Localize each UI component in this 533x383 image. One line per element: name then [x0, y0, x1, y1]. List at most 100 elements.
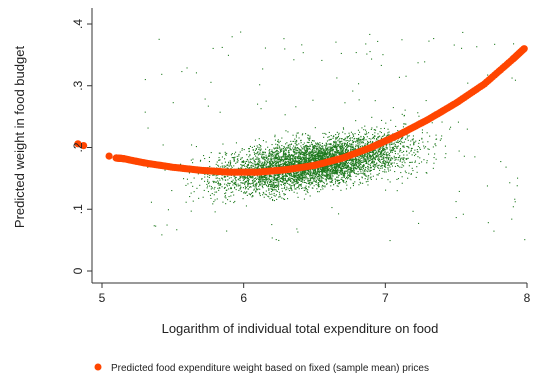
scatter-point [308, 145, 310, 147]
scatter-point [363, 164, 365, 166]
scatter-point [399, 155, 401, 157]
scatter-point [440, 138, 442, 140]
scatter-point [235, 180, 237, 182]
scatter-point [218, 159, 220, 161]
scatter-point [389, 142, 391, 144]
scatter-point [363, 156, 365, 158]
scatter-point [391, 149, 393, 151]
scatter-point [318, 158, 320, 160]
scatter-point [310, 175, 312, 177]
scatter-point [333, 155, 335, 157]
scatter-point [270, 183, 272, 185]
scatter-point [245, 177, 247, 179]
scatter-point [331, 156, 333, 158]
scatter-point [353, 138, 355, 140]
scatter-point [406, 158, 408, 160]
scatter-point [302, 172, 304, 174]
scatter-point [272, 151, 274, 153]
scatter-point [341, 147, 343, 149]
scatter-point [379, 169, 381, 171]
scatter-point [288, 172, 290, 174]
scatter-point [282, 177, 284, 179]
scatter-point [238, 155, 240, 157]
scatter-point [248, 148, 250, 150]
scatter-point [383, 148, 385, 150]
scatter-point [354, 162, 356, 164]
scatter-point [230, 162, 232, 164]
scatter-point [296, 161, 298, 163]
scatter-point [392, 158, 394, 160]
scatter-point [421, 137, 423, 139]
scatter-point [318, 155, 320, 157]
scatter-point [303, 157, 305, 159]
scatter-point [281, 158, 283, 160]
scatter-point [296, 147, 298, 149]
scatter-point [253, 179, 255, 181]
scatter-point [235, 179, 237, 181]
scatter-point [435, 158, 437, 160]
scatter-point [303, 154, 305, 156]
scatter-point [401, 164, 403, 166]
scatter-point [358, 163, 360, 165]
scatter-point [351, 165, 353, 167]
scatter-point [338, 165, 340, 167]
scatter-point [267, 178, 269, 180]
scatter-point [343, 142, 345, 144]
scatter-point [434, 143, 436, 145]
scatter-point [346, 144, 348, 146]
scatter-point [266, 178, 268, 180]
scatter-point [321, 172, 323, 174]
scatter-point [326, 156, 328, 158]
scatter-point [324, 148, 326, 150]
scatter-point [332, 169, 334, 171]
scatter-point [292, 182, 294, 184]
scatter-point [230, 188, 232, 190]
scatter-point [300, 180, 302, 182]
scatter-point [267, 186, 269, 188]
scatter-point [372, 159, 374, 161]
scatter-point [334, 152, 336, 154]
scatter-point [338, 151, 340, 153]
scatter-point [281, 157, 283, 159]
scatter-point [260, 145, 262, 147]
scatter-point [245, 192, 247, 194]
scatter-point [260, 153, 262, 155]
scatter-point [408, 135, 410, 137]
scatter-point [216, 191, 218, 193]
scatter-point [234, 183, 236, 185]
scatter-point [228, 196, 230, 198]
scatter-point [308, 138, 310, 140]
scatter-point [292, 178, 294, 180]
scatter-point [374, 153, 376, 155]
scatter-point [340, 164, 342, 166]
scatter-point [270, 156, 272, 158]
scatter-point [387, 156, 389, 158]
scatter-point [193, 191, 195, 193]
scatter-point [344, 164, 346, 166]
scatter-point [324, 178, 326, 180]
scatter-point [426, 160, 428, 162]
scatter-point [319, 181, 321, 183]
scatter-point [390, 119, 392, 121]
scatter-point [314, 158, 316, 160]
scatter-point [273, 159, 275, 161]
scatter-point [286, 142, 288, 144]
scatter-point [360, 168, 362, 170]
scatter-point [256, 153, 258, 155]
scatter-point [353, 168, 355, 170]
scatter-point [323, 167, 325, 169]
scatter-point [377, 154, 379, 156]
scatter-point [284, 185, 286, 187]
scatter-point [311, 175, 313, 177]
scatter-point [354, 137, 356, 139]
scatter-point [339, 169, 341, 171]
scatter-point [387, 135, 389, 137]
scatter-point [387, 162, 389, 164]
scatter-point [277, 164, 279, 166]
scatter-point [326, 148, 328, 150]
scatter-point [307, 142, 309, 144]
scatter-point [367, 177, 369, 179]
scatter-point [383, 145, 385, 147]
scatter-point [311, 155, 313, 157]
scatter-point [314, 155, 316, 157]
